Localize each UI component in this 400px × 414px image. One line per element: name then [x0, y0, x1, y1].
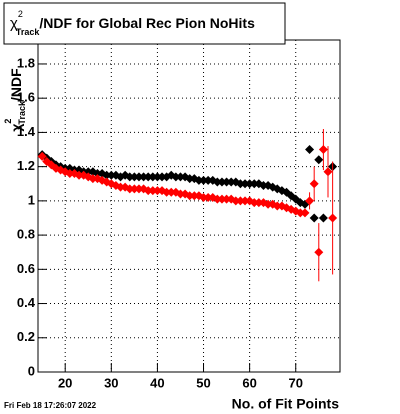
marker [203, 192, 213, 202]
x-tick-label: 70 [289, 375, 303, 390]
marker [323, 167, 333, 177]
y-tick-label: 0.2 [17, 329, 35, 344]
marker [305, 145, 315, 155]
marker [295, 208, 305, 218]
marker [134, 184, 144, 194]
marker [217, 177, 227, 187]
x-tick-label: 40 [150, 375, 164, 390]
marker [139, 172, 149, 182]
chart-title: χ2 Track/NDF for Global Rec Pion NoHits [10, 9, 255, 37]
marker [328, 213, 338, 223]
y-tick-label: 0.4 [17, 295, 36, 310]
marker [129, 184, 139, 194]
marker [249, 179, 259, 189]
marker [222, 194, 232, 204]
marker [203, 175, 213, 185]
marker [217, 194, 227, 204]
marker [194, 175, 204, 185]
marker [240, 196, 250, 206]
marker [231, 196, 241, 206]
marker [125, 184, 135, 194]
marker [226, 177, 236, 187]
marker [263, 199, 273, 209]
marker [305, 196, 315, 206]
marker [92, 168, 102, 178]
marker [235, 196, 245, 206]
x-tick-label: 30 [104, 375, 118, 390]
marker [185, 191, 195, 201]
y-tick-label: 1.2 [17, 158, 35, 173]
marker [125, 172, 135, 182]
marker [258, 180, 268, 190]
y-tick-label: 1 [28, 192, 35, 207]
x-tick-label: 60 [242, 375, 256, 390]
marker [314, 247, 324, 257]
y-tick-label: 1.8 [17, 55, 35, 70]
marker [171, 172, 181, 182]
marker [134, 172, 144, 182]
x-tick-label: 20 [58, 375, 72, 390]
marker [37, 151, 47, 161]
marker [249, 198, 259, 208]
title-box [3, 2, 286, 45]
plot-area: 0 0.2 0.4 0.6 0.8 1 1.2 1.4 1.6 1.8 20 30 40 50 60 70 [17, 40, 340, 390]
y-tick-label: 0 [28, 363, 35, 378]
y-axis-title: χ2 Track/NDF [3, 68, 27, 132]
marker [162, 187, 172, 197]
x-axis-title: No. of Fit Points [232, 396, 340, 412]
marker [199, 192, 209, 202]
marker [222, 177, 232, 187]
marker [212, 194, 222, 204]
marker [245, 179, 255, 189]
marker [88, 174, 98, 184]
marker [166, 187, 176, 197]
marker [175, 172, 185, 182]
marker [157, 172, 167, 182]
marker [148, 186, 158, 196]
marker [185, 174, 195, 184]
marker [199, 175, 209, 185]
x-tick-label: 50 [196, 375, 210, 390]
marker [143, 186, 153, 196]
y-tick-label: 1.4 [17, 124, 36, 139]
marker [254, 198, 264, 208]
marker [314, 155, 324, 165]
marker [318, 213, 328, 223]
marker [116, 182, 126, 192]
marker [272, 201, 282, 211]
y-tick-label: 0.8 [17, 227, 35, 242]
marker [235, 179, 245, 189]
marker [56, 165, 66, 175]
marker [106, 170, 116, 180]
y-tick-label: 0.6 [17, 261, 35, 276]
marker [74, 170, 84, 180]
marker [212, 177, 222, 187]
marker [300, 208, 310, 218]
marker [309, 179, 319, 189]
y-tick-label: 1.6 [17, 90, 35, 105]
marker [102, 170, 112, 180]
marker [129, 172, 139, 182]
marker [240, 179, 250, 189]
footer: Fri Feb 18 17:26:07 2022 [4, 401, 97, 410]
marker [175, 189, 185, 199]
marker [152, 172, 162, 182]
marker [148, 172, 158, 182]
marker [189, 191, 199, 201]
marker [318, 145, 328, 155]
marker [152, 186, 162, 196]
marker [65, 168, 75, 178]
marker [309, 213, 319, 223]
marker [143, 172, 153, 182]
